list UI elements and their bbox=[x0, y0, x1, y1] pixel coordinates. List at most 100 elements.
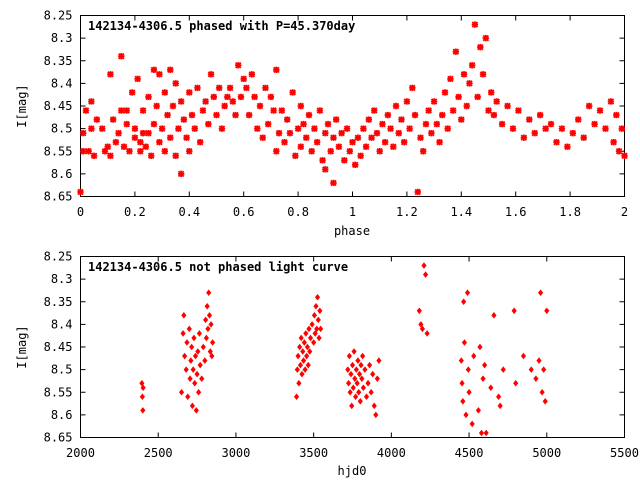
data-point bbox=[134, 75, 141, 83]
phased-light-curve-panel: 142134-4306.5 phased with P=45.370day ph… bbox=[15, 9, 628, 239]
data-point bbox=[289, 89, 296, 96]
data-point bbox=[311, 312, 318, 319]
x-tick-label: 0 bbox=[77, 205, 84, 219]
data-point bbox=[93, 116, 101, 123]
data-point bbox=[209, 352, 215, 360]
data-point bbox=[621, 152, 628, 160]
data-point bbox=[469, 420, 475, 428]
data-point bbox=[126, 148, 133, 155]
data-point bbox=[307, 348, 313, 355]
data-point bbox=[478, 429, 485, 437]
data-point bbox=[447, 75, 454, 83]
data-point bbox=[324, 120, 332, 128]
data-point bbox=[466, 80, 473, 87]
data-point bbox=[343, 125, 351, 132]
data-point bbox=[164, 111, 171, 119]
data-point bbox=[275, 129, 283, 137]
data-point bbox=[449, 107, 457, 114]
data-point bbox=[270, 107, 277, 114]
data-point bbox=[569, 129, 577, 137]
data-point bbox=[411, 111, 419, 119]
y-tick-label: 8.4 bbox=[51, 317, 73, 331]
y-tick-label: 8.65 bbox=[44, 190, 73, 204]
data-point bbox=[203, 316, 209, 324]
data-point bbox=[207, 71, 215, 78]
data-point bbox=[304, 352, 310, 360]
data-point bbox=[428, 129, 435, 137]
data-point bbox=[298, 334, 304, 342]
data-point bbox=[221, 102, 228, 110]
data-point bbox=[441, 89, 449, 96]
data-point bbox=[322, 166, 329, 173]
data-point bbox=[118, 107, 125, 114]
data-point bbox=[409, 84, 416, 92]
data-point bbox=[158, 125, 166, 132]
x-tick-label: 2000 bbox=[66, 446, 95, 460]
data-point bbox=[145, 93, 152, 101]
data-point bbox=[417, 134, 424, 141]
data-point bbox=[204, 302, 210, 310]
data-point bbox=[305, 111, 313, 119]
data-point bbox=[358, 361, 364, 369]
data-point bbox=[421, 262, 427, 269]
data-point bbox=[161, 89, 169, 96]
x-tick-label: 0.4 bbox=[178, 205, 200, 219]
data-point bbox=[312, 330, 318, 337]
data-point bbox=[348, 370, 354, 378]
data-point bbox=[498, 120, 506, 128]
data-point bbox=[346, 379, 352, 387]
data-point bbox=[186, 148, 193, 155]
data-point bbox=[497, 402, 503, 410]
data-point bbox=[452, 48, 460, 55]
data-point bbox=[436, 138, 443, 146]
data-point bbox=[189, 343, 195, 351]
data-point bbox=[455, 93, 462, 101]
data-point bbox=[194, 84, 201, 92]
data-point bbox=[213, 111, 220, 119]
data-point bbox=[107, 71, 114, 78]
data-point bbox=[297, 343, 303, 351]
data-point bbox=[77, 188, 84, 196]
data-point bbox=[531, 129, 538, 137]
data-point bbox=[210, 93, 218, 101]
data-point bbox=[293, 393, 300, 401]
data-point bbox=[131, 125, 139, 132]
data-point bbox=[504, 102, 511, 110]
data-point bbox=[123, 107, 130, 114]
data-point bbox=[191, 334, 197, 342]
data-point bbox=[309, 321, 315, 328]
data-point bbox=[172, 80, 179, 87]
data-point bbox=[303, 330, 309, 337]
data-point bbox=[485, 107, 492, 114]
x-axis-title: hjd0 bbox=[338, 464, 367, 478]
data-point bbox=[351, 348, 357, 355]
data-point bbox=[384, 111, 392, 119]
data-point bbox=[422, 271, 429, 278]
y-tick-label: 8.4 bbox=[51, 76, 73, 90]
data-point bbox=[558, 125, 566, 132]
data-point bbox=[362, 143, 370, 150]
data-point bbox=[347, 388, 353, 396]
data-point bbox=[313, 302, 319, 310]
data-point bbox=[460, 71, 468, 78]
data-point bbox=[356, 388, 362, 396]
data-point bbox=[180, 330, 186, 337]
data-point bbox=[482, 361, 488, 369]
data-point bbox=[509, 125, 517, 132]
data-point bbox=[296, 379, 302, 387]
data-point bbox=[259, 134, 266, 141]
data-point bbox=[536, 357, 542, 364]
data-point bbox=[123, 120, 130, 128]
data-point bbox=[79, 148, 87, 155]
data-point bbox=[196, 388, 202, 396]
x-tick-label: 5000 bbox=[532, 446, 561, 460]
data-point bbox=[315, 316, 321, 324]
data-point bbox=[118, 52, 125, 60]
data-point bbox=[471, 352, 477, 360]
data-point bbox=[150, 120, 158, 128]
data-point bbox=[596, 107, 604, 114]
data-point bbox=[300, 120, 307, 128]
data-point bbox=[387, 125, 394, 132]
data-point bbox=[461, 339, 467, 346]
data-point bbox=[226, 84, 234, 92]
